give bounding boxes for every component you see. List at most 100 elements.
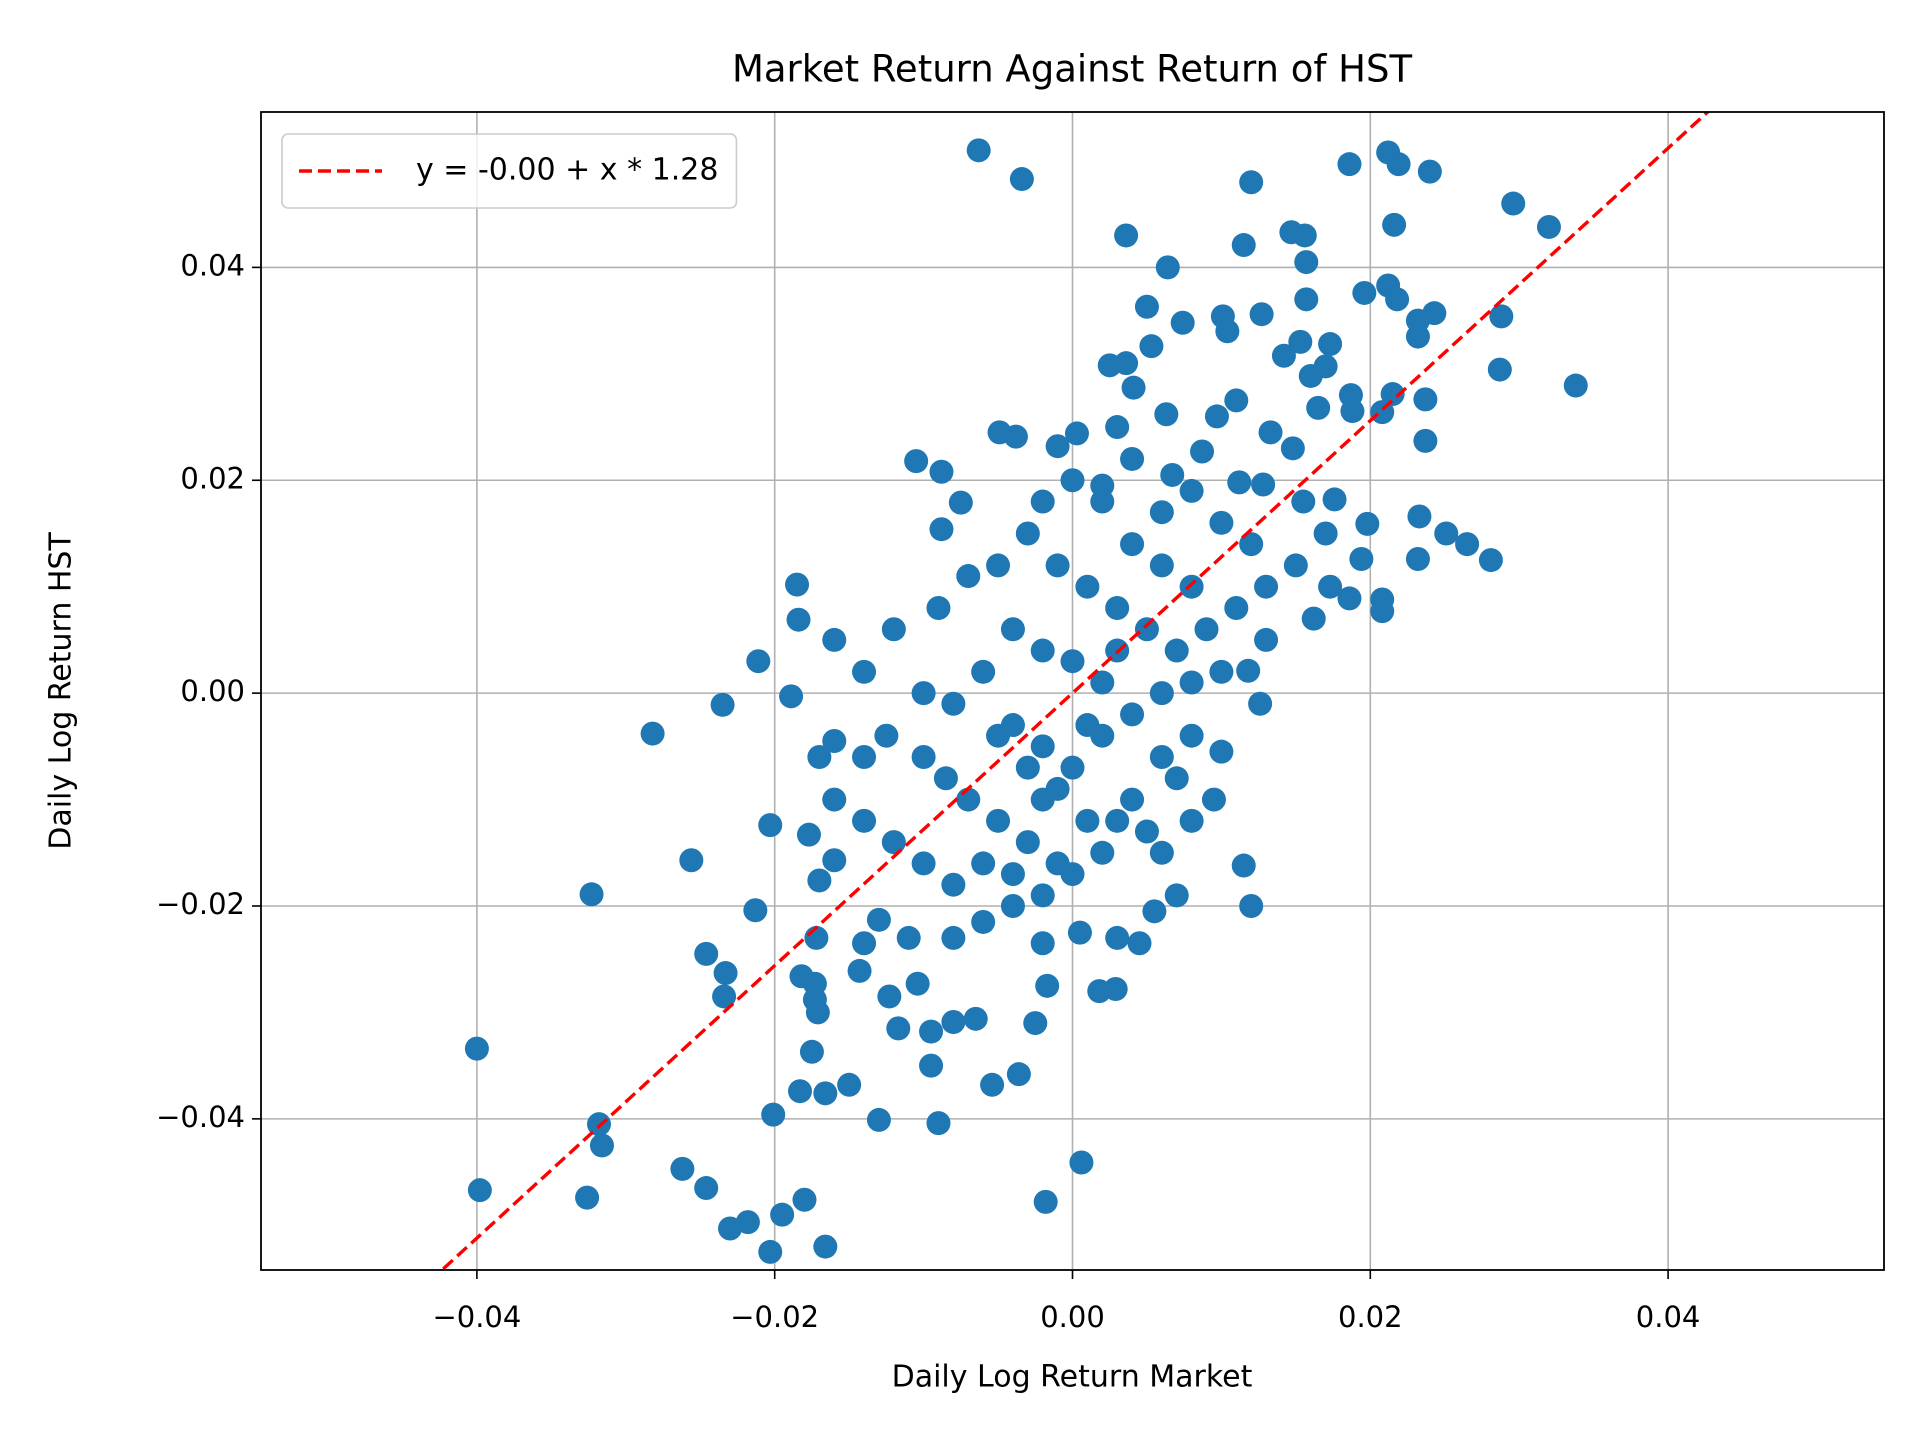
- scatter-point: [1209, 510, 1234, 535]
- scatter-point: [822, 848, 847, 873]
- scatter-point: [1501, 191, 1526, 216]
- scatter-point: [1030, 883, 1055, 908]
- scatter-point: [1536, 214, 1561, 239]
- scatter-point: [1149, 681, 1174, 706]
- scatter-point: [770, 1202, 795, 1227]
- x-tick-label: −0.04: [432, 1300, 521, 1334]
- scatter-point: [467, 1178, 492, 1203]
- legend: y = -0.00 + x * 1.28: [281, 133, 738, 209]
- scatter-point: [579, 882, 604, 907]
- scatter-point: [852, 744, 877, 769]
- scatter-point: [1064, 421, 1089, 446]
- scatter-point: [1227, 470, 1252, 495]
- scatter-point: [1179, 723, 1204, 748]
- chart-title: Market Return Against Return of HST: [732, 48, 1413, 91]
- x-tick-label: 0.00: [1040, 1300, 1105, 1334]
- scatter-point: [1164, 638, 1189, 663]
- scatter-point: [1204, 404, 1229, 429]
- scatter-point: [971, 659, 996, 684]
- scatter-point: [837, 1072, 862, 1097]
- scatter-point: [1069, 1150, 1094, 1175]
- scatter-point: [1139, 334, 1164, 359]
- scatter-point: [1090, 840, 1115, 865]
- scatter-point: [640, 721, 665, 746]
- scatter-point: [1407, 504, 1432, 529]
- scatter-point: [1405, 324, 1430, 349]
- scatter-point: [926, 1111, 951, 1136]
- scatter-point: [919, 1019, 944, 1044]
- scatter-point: [941, 872, 966, 897]
- scatter-point: [1292, 223, 1317, 248]
- scatter-point: [464, 1036, 489, 1061]
- scatter-point: [886, 1016, 911, 1041]
- scatter-point: [1030, 638, 1055, 663]
- scatter-point: [792, 1187, 817, 1212]
- scatter-point: [1030, 931, 1055, 956]
- scatter-point: [743, 898, 768, 923]
- scatter-point: [1298, 363, 1323, 388]
- scatter-point: [971, 851, 996, 876]
- scatter-point: [1033, 1189, 1058, 1214]
- scatter-point: [926, 595, 951, 620]
- scatter-point: [1190, 439, 1215, 464]
- legend-label: y = -0.00 + x * 1.28: [416, 153, 718, 188]
- scatter-point: [807, 868, 832, 893]
- scatter-point: [813, 1234, 838, 1259]
- scatter-point: [1000, 617, 1025, 642]
- scatter-point: [941, 925, 966, 950]
- scatter-point: [1090, 670, 1115, 695]
- scatter-point: [1045, 434, 1070, 459]
- scatter-point: [758, 1239, 783, 1264]
- scatter-point: [1478, 548, 1503, 573]
- scatter-point: [1000, 862, 1025, 887]
- scatter-point: [1301, 606, 1326, 631]
- scatter-point: [1385, 287, 1410, 312]
- scatter-point: [1164, 883, 1189, 908]
- scatter-point: [1487, 357, 1512, 382]
- scatter-point: [1015, 830, 1040, 855]
- scatter-point: [1120, 787, 1145, 812]
- scatter-point: [1121, 375, 1146, 400]
- scatter-point: [911, 851, 936, 876]
- scatter-point: [712, 984, 737, 1009]
- scatter-point: [1035, 973, 1060, 998]
- y-tick-label: 0.02: [180, 461, 245, 495]
- scatter-point: [1349, 547, 1374, 572]
- scatter-point: [1105, 808, 1130, 833]
- scatter-point: [694, 1176, 719, 1201]
- scatter-point: [802, 971, 827, 996]
- scatter-point: [1201, 787, 1226, 812]
- scatter-point: [746, 649, 771, 674]
- scatter-point: [1030, 734, 1055, 759]
- scatter-point: [1239, 170, 1264, 195]
- scatter-point: [941, 691, 966, 716]
- scatter-point: [929, 459, 954, 484]
- scatter-point: [713, 961, 738, 986]
- scatter-point: [881, 617, 906, 642]
- scatter-point: [1370, 599, 1395, 624]
- scatter-point: [1288, 329, 1313, 354]
- scatter-point: [1154, 402, 1179, 427]
- scatter-point: [1075, 808, 1100, 833]
- scatter-point: [929, 517, 954, 542]
- scatter-point: [1149, 744, 1174, 769]
- scatter-point: [1006, 1062, 1031, 1087]
- scatter-point: [1045, 553, 1070, 578]
- scatter-point: [1179, 808, 1204, 833]
- scatter-point: [1075, 713, 1100, 738]
- scatter-point: [1455, 532, 1480, 557]
- scatter-point: [1306, 395, 1331, 420]
- scatter-point: [1224, 388, 1249, 413]
- scatter-point: [956, 564, 981, 589]
- scatter-point: [1149, 500, 1174, 525]
- scatter-point: [1194, 617, 1219, 642]
- scatter-point: [1294, 287, 1319, 312]
- scatter-point: [1322, 487, 1347, 512]
- scatter-point: [813, 1081, 838, 1106]
- scatter-point: [986, 808, 1011, 833]
- scatter-point: [1291, 489, 1316, 514]
- scatter-point: [1179, 670, 1204, 695]
- scatter-point: [1030, 489, 1055, 514]
- scatter-point: [1114, 223, 1139, 248]
